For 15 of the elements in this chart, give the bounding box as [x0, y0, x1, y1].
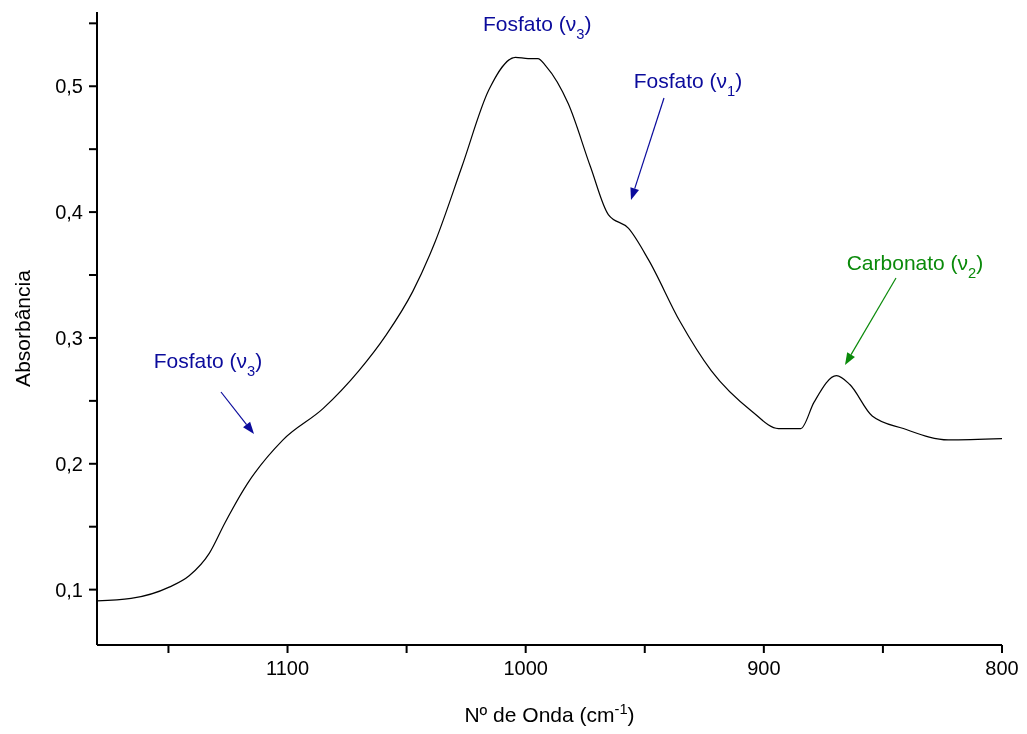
- y-tick-label: 0,1: [55, 578, 83, 601]
- annotation: Fosfato (ν$_{3}$): [153, 349, 263, 379]
- annotation: Fosfato (ν$_{1}$): [633, 69, 743, 99]
- x-tick-label: 800: [985, 657, 1019, 680]
- x-axis-title: Nº de Onda (cm$^{-1}$): [464, 701, 635, 726]
- annotation: Fosfato (ν$_{3}$): [482, 12, 592, 43]
- x-tick-label: 900: [747, 657, 781, 680]
- x-tick-label: 1000: [503, 657, 548, 680]
- y-tick-label: 0,5: [55, 75, 83, 98]
- annotation: Carbonato (ν$_{2}$): [846, 251, 984, 281]
- y-tick-label: 0,2: [55, 452, 83, 475]
- x-tick-label: 1100: [266, 657, 310, 680]
- y-axis-title: Absorbância: [11, 269, 34, 387]
- y-tick-label: 0,3: [55, 327, 83, 350]
- y-tick-label: 0,4: [55, 201, 83, 224]
